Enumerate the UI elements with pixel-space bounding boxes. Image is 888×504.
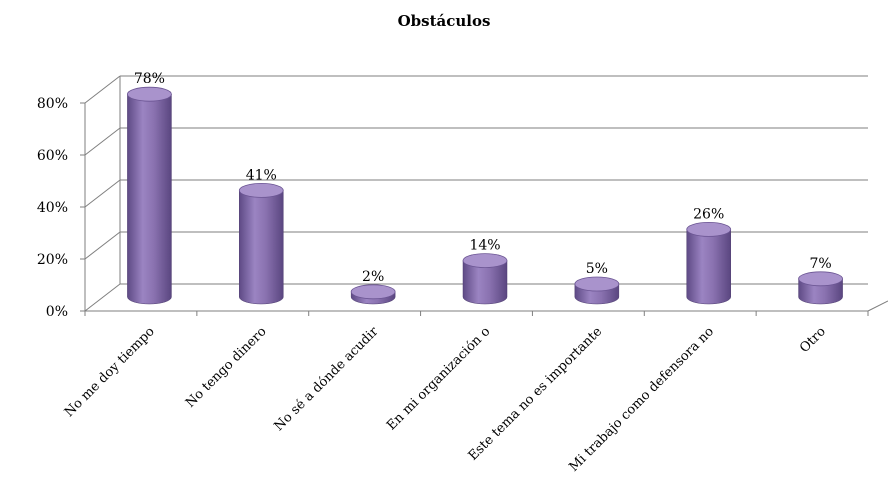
bar-body (462, 260, 508, 305)
gridline-side (84, 179, 121, 208)
bar-body (686, 229, 731, 305)
gridline-side (84, 127, 121, 156)
bar-top (798, 271, 843, 287)
x-tick-label: No sé a dónde acudir (272, 324, 382, 434)
y-tick-label: 80% (37, 96, 68, 112)
bar (127, 86, 172, 305)
bar (686, 221, 732, 305)
bar-top (574, 276, 620, 292)
data-label: 7% (809, 256, 831, 272)
data-label: 2% (362, 269, 384, 285)
bar-top (238, 182, 284, 198)
bar (798, 271, 843, 305)
bar-top (350, 284, 396, 300)
bar (350, 284, 396, 305)
x-tick-label: Este tema no es importante (466, 324, 606, 464)
data-label: 78% (134, 71, 165, 87)
x-tick-label: Otro (797, 324, 829, 356)
data-label: 26% (693, 206, 724, 222)
data-label: 41% (246, 167, 277, 183)
y-tick-label: 20% (37, 252, 68, 268)
data-label: 14% (469, 238, 500, 254)
y-tick-label: 40% (37, 200, 68, 216)
bar-top (686, 221, 732, 237)
bar-body (127, 93, 172, 305)
bar-top (127, 86, 172, 102)
bar (462, 253, 508, 305)
data-label: 5% (586, 261, 608, 277)
bar (238, 182, 284, 305)
gridline-side (84, 75, 121, 104)
y-tick-label: 0% (46, 304, 68, 320)
x-tick-label: No me doy tiempo (62, 324, 158, 420)
bar-body (239, 190, 284, 305)
chart-title: Obstáculos (397, 12, 491, 30)
gridline-side (84, 231, 121, 260)
x-tick-label: No tengo dinero (183, 324, 270, 411)
bar-top (462, 253, 508, 269)
y-tick-label: 60% (37, 148, 68, 164)
gridline-side (84, 283, 121, 312)
bar (574, 276, 620, 305)
floor-edge (867, 300, 888, 312)
x-tick-label: En mi organización o (384, 324, 493, 433)
